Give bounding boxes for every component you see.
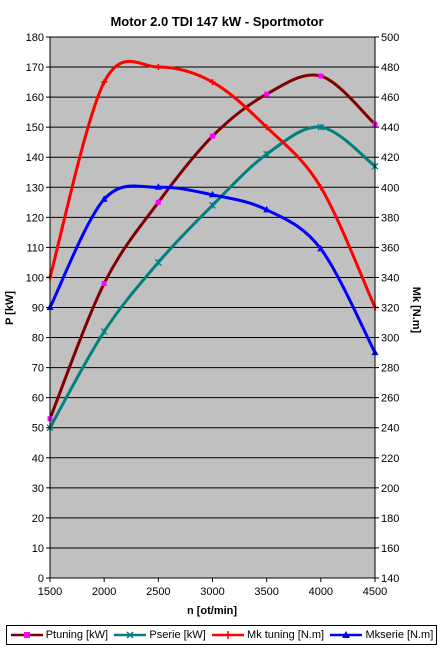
x-tick-label: 4000 [309, 586, 333, 598]
y-tick-label: 140 [26, 152, 44, 164]
y-tick-label: 60 [32, 393, 44, 405]
y-tick-label: 40 [32, 453, 44, 465]
legend-item-pserie: Pserie [kW] [113, 629, 206, 641]
data-point-mk-tuning-n-m [209, 79, 216, 86]
y2-tick-label: 260 [381, 393, 399, 405]
series-layer [46, 59, 379, 432]
y2-tick-label: 480 [381, 62, 399, 74]
y2-tick-label: 440 [381, 122, 399, 134]
y-tick-label: 70 [32, 363, 44, 375]
y-tick-label: 170 [26, 62, 44, 74]
data-point-mk-tuning-n-m [317, 184, 324, 191]
data-point-mk-tuning-n-m [155, 64, 162, 71]
data-point-ptuning-kw [155, 199, 161, 205]
x-tick-label: 2500 [146, 586, 170, 598]
data-point-pserie-kw [154, 258, 162, 266]
data-point-pserie-kw [263, 150, 271, 158]
y-tick-label: 130 [26, 182, 44, 194]
y2-tick-label: 320 [381, 303, 399, 315]
legend-label-mktuning: Mk tuning [N.m] [247, 629, 325, 641]
data-point-ptuning-kw [210, 133, 215, 139]
y-axis-label-left: P [kW] [4, 291, 16, 325]
y-tick-label: 180 [26, 32, 44, 44]
data-point-pserie-kw [100, 328, 108, 336]
data-point-mkserie-n-m [317, 244, 325, 252]
y2-tick-label: 400 [381, 182, 399, 194]
y-tick-label: 160 [26, 92, 44, 104]
legend-swatch-mktuning [212, 631, 245, 639]
y2-tick-label: 220 [381, 453, 399, 465]
legend-item-mkserie: Mkserie [N.m] [329, 629, 433, 641]
y2-tick-label: 360 [381, 242, 399, 254]
y-tick-label: 150 [26, 122, 44, 134]
data-point-mkserie-n-m [154, 183, 162, 190]
y2-tick-label: 340 [381, 272, 399, 284]
legend-label-pserie: Pserie [kW] [149, 629, 206, 641]
x-tick-label: 3500 [254, 586, 278, 598]
legend-swatch-pserie [114, 631, 147, 639]
axis-layer: 0 10 20 30 40 50 60 70 80 90 100 110 120 130 140 150 160… [26, 32, 400, 598]
y2-tick-label: 160 [381, 543, 399, 555]
legend: Ptuning [kW] Pserie [kW] Mk tuning [N.m]… [6, 625, 437, 645]
y-tick-label: 120 [26, 212, 44, 224]
data-point-ptuning-kw [101, 280, 107, 286]
legend-label-ptuning: Ptuning [kW] [45, 629, 109, 641]
y-tick-label: 110 [26, 242, 44, 254]
y-tick-label: 20 [32, 513, 44, 525]
x-axis-label: n [ot/min] [187, 605, 237, 617]
data-point-mk-tuning-n-m [101, 79, 108, 86]
legend-swatch-mkserie [330, 631, 363, 638]
y-tick-label: 100 [26, 272, 44, 284]
legend-item-ptuning: Ptuning [kW] [10, 629, 108, 641]
y2-tick-label: 180 [381, 513, 399, 525]
y2-tick-label: 460 [381, 92, 399, 104]
data-point-mkserie-n-m [209, 190, 216, 198]
legend-label-mkserie: Mkserie [N.m] [365, 629, 434, 641]
x-tick-label: 2000 [92, 586, 116, 598]
x-tick-label: 1500 [38, 586, 62, 598]
data-point-mkserie-n-m [263, 205, 271, 213]
data-point-pserie-kw [317, 123, 325, 131]
data-point-mkserie-n-m [100, 195, 108, 202]
data-point-ptuning-kw [318, 73, 324, 79]
y-tick-label: 30 [32, 483, 44, 495]
y-tick-label: 80 [32, 333, 44, 345]
y2-tick-label: 240 [381, 423, 399, 435]
y-tick-label: 10 [32, 543, 44, 555]
x-tick-label: 4500 [363, 586, 387, 598]
y2-tick-label: 380 [381, 212, 399, 224]
y2-tick-label: 140 [381, 573, 399, 585]
y2-tick-label: 300 [381, 333, 399, 345]
y-axis-label-right: Mk [N.m] [410, 287, 422, 334]
y2-tick-label: 500 [381, 32, 399, 44]
y-tick-label: 50 [32, 423, 44, 435]
legend-item-mktuning: Mk tuning [N.m] [211, 629, 324, 641]
y2-tick-label: 200 [381, 483, 399, 495]
legend-swatch-ptuning [10, 632, 43, 638]
x-tick-label: 3000 [200, 586, 224, 598]
y-tick-label: 90 [32, 303, 44, 315]
chart-title: Motor 2.0 TDI 147 kW - Sportmotor [110, 14, 323, 29]
gridlines [50, 36, 375, 549]
data-point-pserie-kw [209, 201, 216, 209]
y-tick-label: 0 [38, 573, 44, 585]
data-point-mk-tuning-n-m [263, 124, 270, 131]
data-point-ptuning-kw [264, 91, 270, 97]
y2-tick-label: 420 [381, 152, 399, 164]
y2-tick-label: 280 [381, 363, 399, 375]
